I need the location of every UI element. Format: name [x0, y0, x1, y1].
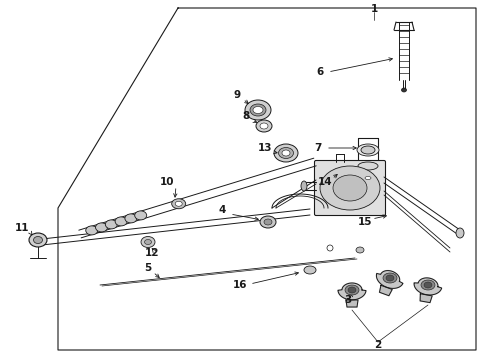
Ellipse shape — [86, 226, 98, 235]
Text: 12: 12 — [145, 248, 159, 258]
Ellipse shape — [105, 220, 117, 229]
Ellipse shape — [333, 175, 367, 201]
Ellipse shape — [141, 237, 155, 248]
Ellipse shape — [245, 100, 271, 120]
Ellipse shape — [135, 211, 147, 220]
Ellipse shape — [456, 228, 464, 238]
Ellipse shape — [386, 275, 394, 281]
FancyBboxPatch shape — [315, 161, 386, 216]
Text: 11: 11 — [15, 223, 29, 233]
Polygon shape — [338, 283, 366, 300]
Ellipse shape — [401, 88, 407, 92]
Text: 6: 6 — [317, 67, 323, 77]
Text: 2: 2 — [374, 340, 382, 350]
Ellipse shape — [361, 146, 375, 154]
Ellipse shape — [145, 239, 151, 244]
Text: 16: 16 — [233, 280, 247, 290]
Ellipse shape — [115, 217, 127, 226]
Text: 10: 10 — [160, 177, 174, 187]
Polygon shape — [420, 294, 432, 303]
Ellipse shape — [125, 214, 137, 223]
Ellipse shape — [361, 175, 375, 181]
Ellipse shape — [96, 223, 107, 232]
Ellipse shape — [301, 181, 307, 191]
Ellipse shape — [304, 266, 316, 274]
Ellipse shape — [250, 104, 266, 116]
Ellipse shape — [260, 216, 276, 228]
Ellipse shape — [264, 219, 272, 225]
Polygon shape — [376, 271, 403, 288]
Ellipse shape — [348, 287, 356, 293]
Ellipse shape — [175, 201, 182, 206]
Polygon shape — [379, 285, 392, 296]
Ellipse shape — [172, 199, 186, 209]
Ellipse shape — [260, 123, 268, 129]
Text: 15: 15 — [358, 217, 372, 227]
Text: 7: 7 — [314, 143, 322, 153]
Ellipse shape — [253, 107, 263, 113]
Text: 3: 3 — [344, 295, 352, 305]
Text: 1: 1 — [370, 4, 378, 14]
Ellipse shape — [282, 150, 290, 156]
Text: 14: 14 — [318, 177, 332, 187]
Ellipse shape — [421, 280, 435, 290]
Ellipse shape — [358, 162, 378, 170]
Ellipse shape — [383, 273, 397, 283]
Ellipse shape — [278, 148, 294, 158]
Polygon shape — [414, 278, 441, 295]
Ellipse shape — [256, 120, 272, 132]
Ellipse shape — [274, 144, 298, 162]
Ellipse shape — [357, 144, 379, 156]
Ellipse shape — [424, 282, 432, 288]
Ellipse shape — [365, 176, 371, 180]
Polygon shape — [346, 300, 358, 307]
Circle shape — [327, 245, 333, 251]
Text: 8: 8 — [243, 111, 249, 121]
Ellipse shape — [320, 166, 380, 210]
Text: 5: 5 — [145, 263, 151, 273]
Text: 13: 13 — [258, 143, 272, 153]
Ellipse shape — [345, 285, 359, 295]
Text: 4: 4 — [219, 205, 226, 215]
Ellipse shape — [33, 237, 43, 243]
Ellipse shape — [29, 233, 47, 247]
Text: 9: 9 — [233, 90, 241, 100]
Ellipse shape — [356, 247, 364, 253]
